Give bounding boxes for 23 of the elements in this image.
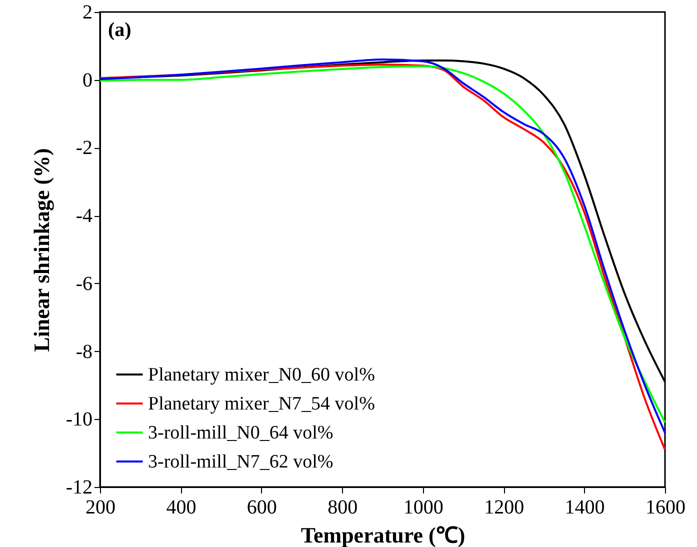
x-tick-label: 1400 [564, 496, 605, 518]
y-tick-label: 2 [82, 2, 92, 24]
legend-label: 3-roll-mill_N7_62 vol% [148, 452, 334, 472]
y-tick-label: -6 [76, 272, 92, 295]
x-tick-label: 400 [166, 496, 196, 518]
y-axis-title: Linear shrinkage (%) [28, 148, 54, 352]
legend-label: 3-roll-mill_N0_64 vol% [148, 422, 334, 444]
annotation: (a) [108, 19, 132, 41]
x-tick-label: 600 [246, 496, 277, 518]
x-tick-label: 200 [86, 496, 116, 518]
y-tick-label: 0 [82, 69, 92, 92]
y-tick-label: -10 [66, 408, 92, 431]
y-tick-label: -8 [76, 340, 92, 363]
x-axis-title: Temperature (℃) [300, 522, 466, 547]
x-tick-label: 800 [328, 496, 358, 518]
legend-label: Planetary mixer_N0_60 vol% [148, 364, 376, 386]
legend-label: Planetary mixer_N7_54 vol% [148, 394, 376, 414]
y-tick-label: -2 [76, 137, 92, 160]
x-tick-label: 1000 [403, 496, 444, 518]
y-tick-label: -4 [76, 205, 92, 228]
y-tick-label: -12 [66, 476, 92, 498]
x-tick-label: 1200 [484, 496, 524, 518]
x-tick-label: 1600 [646, 496, 686, 518]
